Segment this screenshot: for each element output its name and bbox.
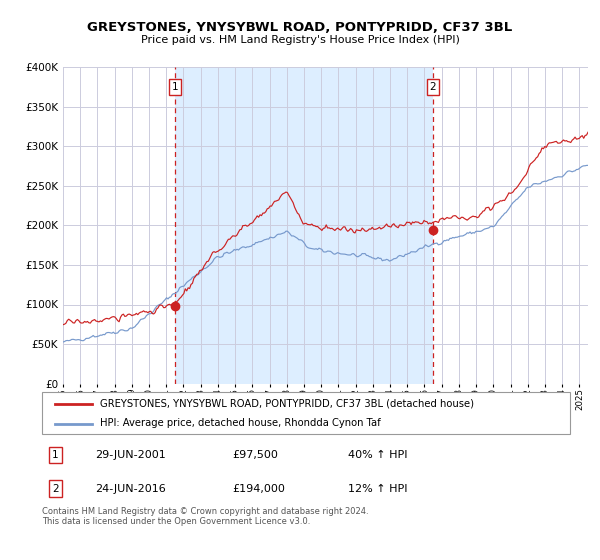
Text: £194,000: £194,000: [232, 483, 285, 493]
Text: 24-JUN-2016: 24-JUN-2016: [95, 483, 166, 493]
Text: £97,500: £97,500: [232, 450, 278, 460]
Text: 40% ↑ HPI: 40% ↑ HPI: [348, 450, 408, 460]
Text: 1: 1: [172, 82, 178, 92]
Text: GREYSTONES, YNYSYBWL ROAD, PONTYPRIDD, CF37 3BL (detached house): GREYSTONES, YNYSYBWL ROAD, PONTYPRIDD, C…: [100, 399, 474, 409]
Text: 1: 1: [52, 450, 59, 460]
Text: Price paid vs. HM Land Registry's House Price Index (HPI): Price paid vs. HM Land Registry's House …: [140, 35, 460, 45]
Text: GREYSTONES, YNYSYBWL ROAD, PONTYPRIDD, CF37 3BL: GREYSTONES, YNYSYBWL ROAD, PONTYPRIDD, C…: [88, 21, 512, 34]
Text: Contains HM Land Registry data © Crown copyright and database right 2024.
This d: Contains HM Land Registry data © Crown c…: [42, 507, 368, 526]
Text: 2: 2: [52, 483, 59, 493]
Text: 29-JUN-2001: 29-JUN-2001: [95, 450, 166, 460]
Text: 2: 2: [430, 82, 436, 92]
FancyBboxPatch shape: [42, 392, 570, 434]
Text: 12% ↑ HPI: 12% ↑ HPI: [348, 483, 408, 493]
Text: HPI: Average price, detached house, Rhondda Cynon Taf: HPI: Average price, detached house, Rhon…: [100, 418, 381, 428]
Bar: [175, 67, 433, 384]
